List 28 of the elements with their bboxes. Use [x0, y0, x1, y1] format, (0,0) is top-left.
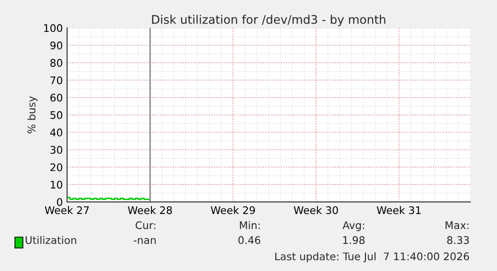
y-axis-title: % busy: [27, 96, 38, 134]
text: Avg:: [342, 221, 364, 232]
y-tick-label: 90: [50, 42, 62, 50]
y-tick-label: 100: [44, 24, 62, 32]
y-tick-label: 20: [50, 163, 62, 172]
text: Min:: [240, 221, 260, 229]
y-tick-label: 30: [50, 146, 62, 154]
text: -nan: [134, 238, 156, 244]
text: 1.98: [343, 236, 365, 244]
text: Cur:: [136, 221, 156, 230]
x-tick-label: Week 27: [44, 206, 89, 214]
x-tick-label: Week 31: [376, 206, 421, 214]
y-tick-label: 80: [50, 58, 62, 67]
x-tick-label: Week 28: [128, 206, 172, 214]
text: Last update: Tue Jul 7 11:40:00 2026: [275, 252, 470, 262]
x-tick-label: Week 30: [294, 206, 338, 214]
chart-title: Disk utilization for /dev/md3 - by month: [152, 14, 386, 26]
y-tick-label: 60: [50, 94, 62, 102]
y-tick-label: 10: [50, 180, 62, 189]
text: 8.33: [447, 236, 469, 244]
text: Max:: [446, 221, 468, 230]
x-tick-label: Week 29: [210, 206, 255, 214]
text: 0.46: [238, 236, 260, 244]
y-tick-label: 40: [50, 128, 62, 136]
y-tick-label: 70: [50, 76, 62, 84]
y-tick-label: 50: [50, 111, 62, 120]
legend-label: Utilization: [26, 236, 76, 244]
y-tick-label: 0: [56, 198, 62, 206]
